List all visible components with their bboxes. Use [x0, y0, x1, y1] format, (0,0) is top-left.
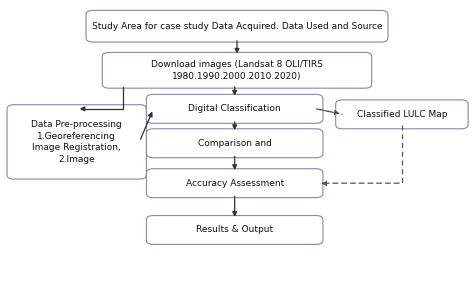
FancyBboxPatch shape: [7, 105, 146, 179]
Text: Digital Classification: Digital Classification: [188, 104, 281, 113]
Text: Classified LULC Map: Classified LULC Map: [356, 110, 447, 119]
Text: Study Area for case study Data Acquired. Data Used and Source: Study Area for case study Data Acquired.…: [91, 22, 383, 31]
FancyBboxPatch shape: [102, 52, 372, 88]
FancyBboxPatch shape: [146, 94, 323, 123]
FancyBboxPatch shape: [146, 216, 323, 244]
FancyBboxPatch shape: [336, 100, 468, 129]
Text: Comparison and: Comparison and: [198, 139, 272, 148]
FancyBboxPatch shape: [146, 129, 323, 158]
Text: Download images (Landsat 8 OLI/TIRS
1980.1990.2000.2010.2020): Download images (Landsat 8 OLI/TIRS 1980…: [151, 60, 323, 80]
FancyBboxPatch shape: [86, 10, 388, 42]
Text: Data Pre-processing
1.Georeferencing
Image Registration,
2.Image: Data Pre-processing 1.Georeferencing Ima…: [31, 120, 122, 164]
Text: Accuracy Assessment: Accuracy Assessment: [185, 179, 284, 188]
FancyBboxPatch shape: [146, 169, 323, 198]
Text: Results & Output: Results & Output: [196, 225, 273, 235]
